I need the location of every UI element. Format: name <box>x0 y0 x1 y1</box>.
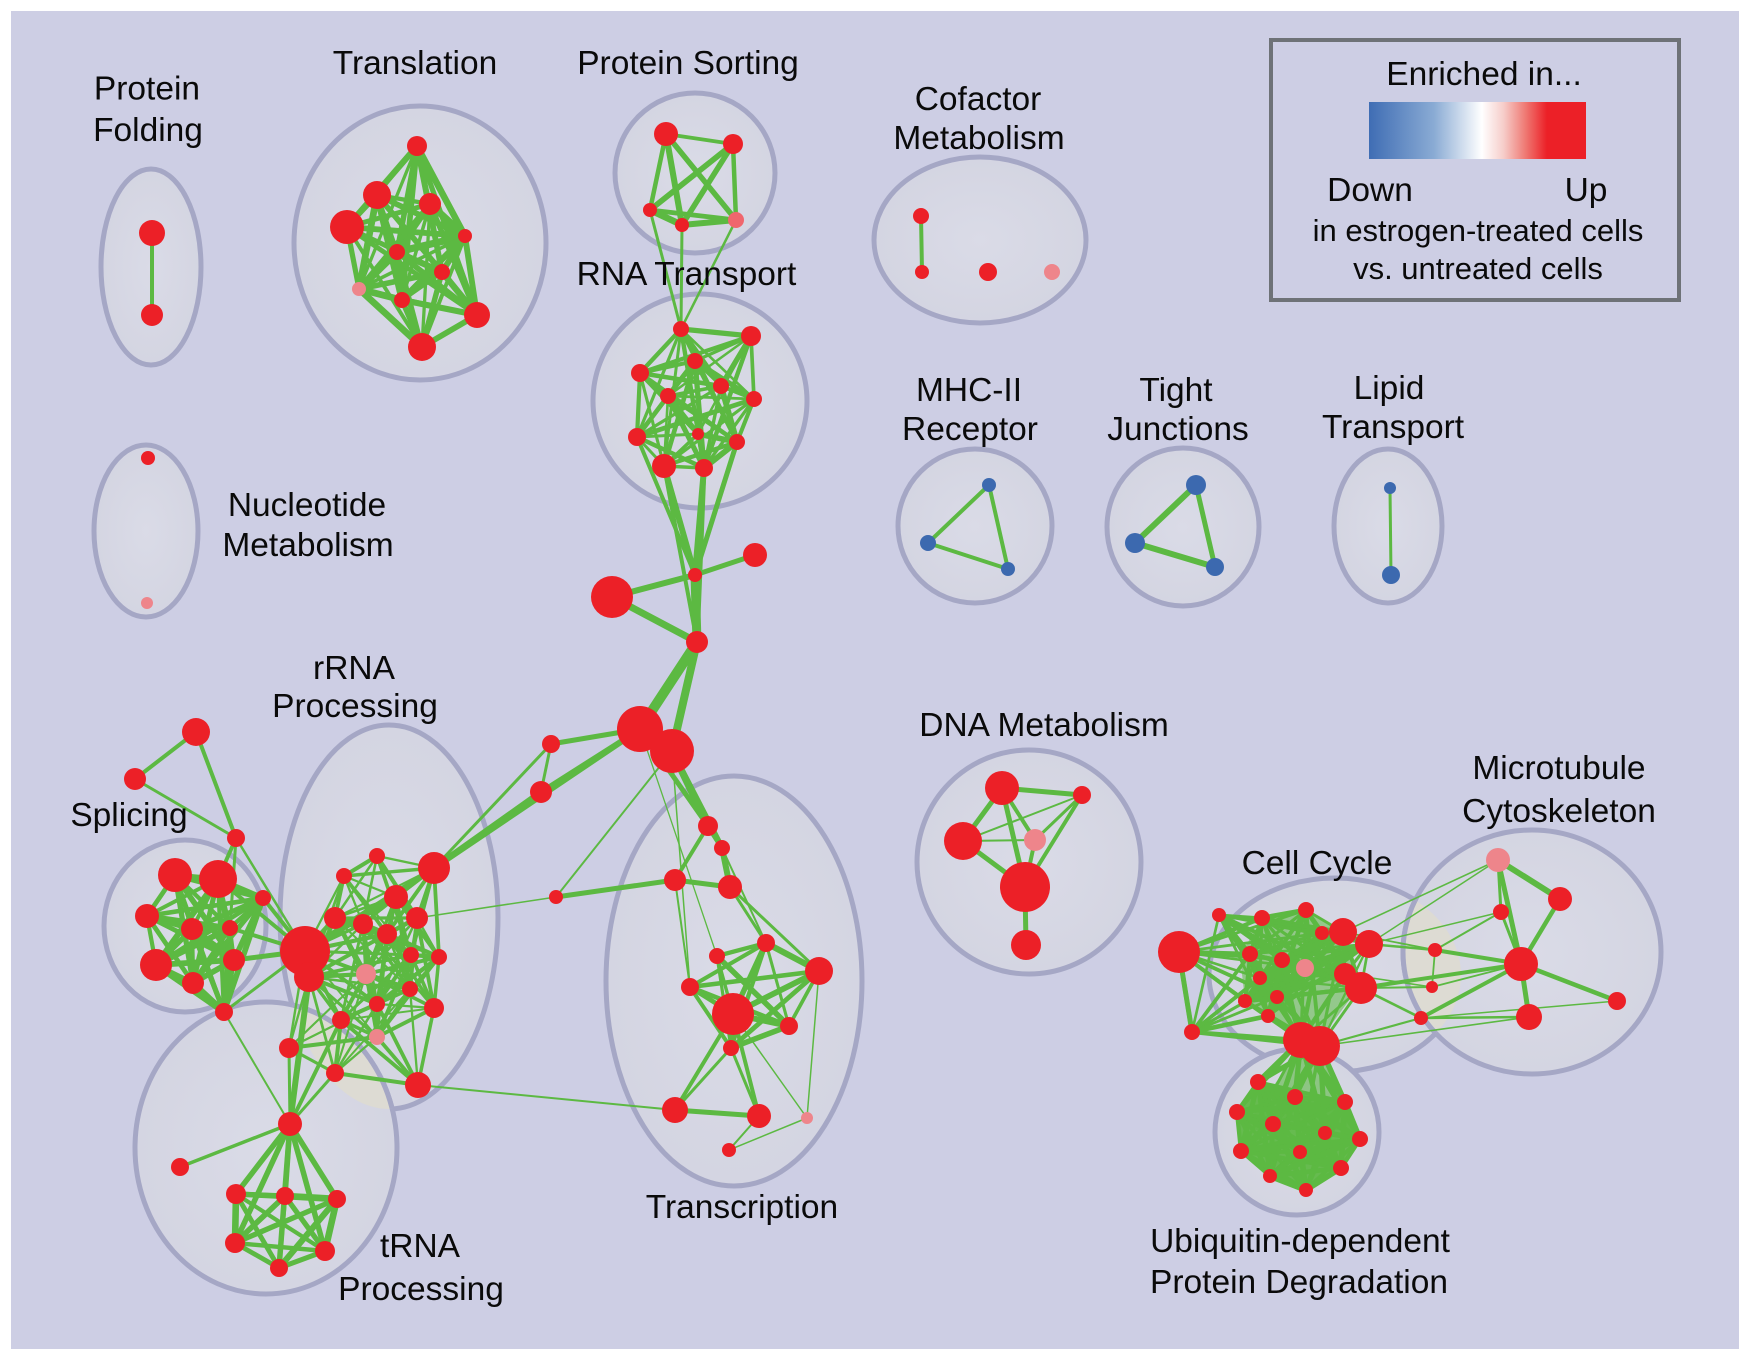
svg-text:Metabolism: Metabolism <box>893 120 1064 157</box>
svg-text:RNA Transport: RNA Transport <box>577 256 797 293</box>
svg-text:Tight: Tight <box>1139 372 1213 409</box>
svg-text:Processing: Processing <box>338 1271 504 1308</box>
svg-text:Folding: Folding <box>93 112 203 149</box>
svg-text:Lipid: Lipid <box>1354 370 1425 407</box>
svg-text:Protein Sorting: Protein Sorting <box>577 45 799 82</box>
svg-text:rRNA: rRNA <box>313 650 396 687</box>
svg-text:Up: Up <box>1565 172 1608 209</box>
svg-text:Metabolism: Metabolism <box>222 527 393 564</box>
svg-text:Enriched in...: Enriched in... <box>1386 56 1582 93</box>
svg-text:Cell Cycle: Cell Cycle <box>1242 845 1393 882</box>
svg-text:Protein Degradation: Protein Degradation <box>1150 1264 1448 1301</box>
svg-text:Processing: Processing <box>272 688 438 725</box>
svg-text:DNA Metabolism: DNA Metabolism <box>919 707 1168 744</box>
svg-text:Protein: Protein <box>94 71 200 108</box>
svg-text:Transcription: Transcription <box>646 1189 838 1226</box>
svg-text:Junctions: Junctions <box>1107 411 1249 448</box>
svg-text:Transport: Transport <box>1322 409 1465 446</box>
svg-text:Cofactor: Cofactor <box>915 81 1042 118</box>
svg-text:Splicing: Splicing <box>70 797 187 834</box>
svg-text:vs. untreated cells: vs. untreated cells <box>1353 251 1603 286</box>
svg-text:Receptor: Receptor <box>902 411 1038 448</box>
svg-text:MHC-II: MHC-II <box>916 372 1022 409</box>
svg-text:Ubiquitin-dependent: Ubiquitin-dependent <box>1150 1223 1451 1260</box>
svg-text:in estrogen-treated cells: in estrogen-treated cells <box>1313 213 1644 248</box>
svg-text:tRNA: tRNA <box>380 1228 461 1265</box>
svg-text:Translation: Translation <box>333 45 497 82</box>
svg-text:Down: Down <box>1327 172 1413 209</box>
svg-text:Microtubule: Microtubule <box>1472 750 1645 787</box>
svg-text:Nucleotide: Nucleotide <box>228 487 386 524</box>
svg-text:Cytoskeleton: Cytoskeleton <box>1462 793 1656 830</box>
